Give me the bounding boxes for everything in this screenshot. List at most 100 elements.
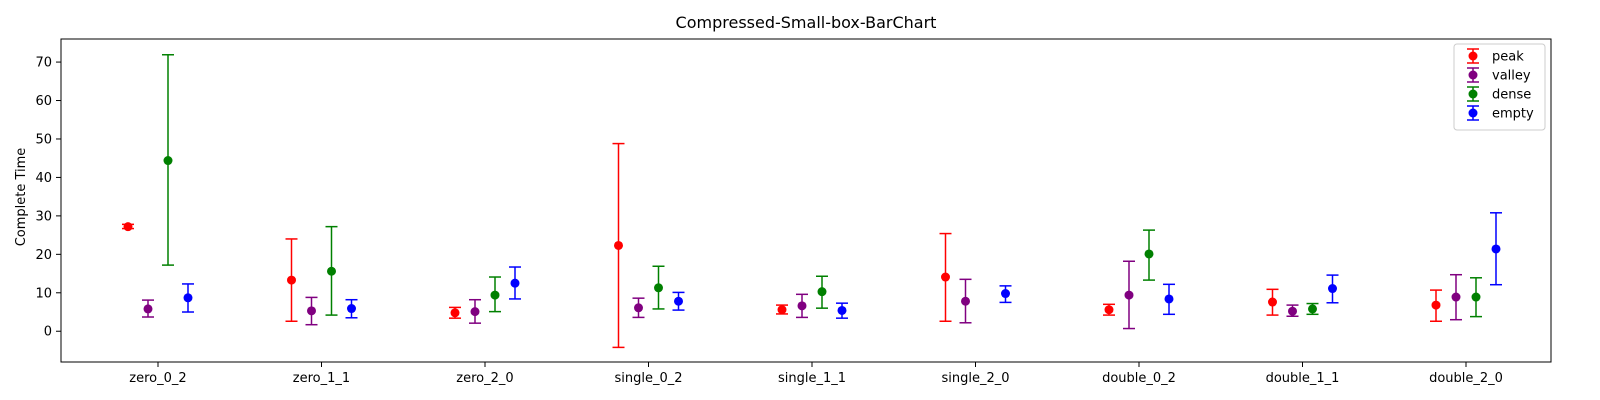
- legend-label: empty: [1492, 107, 1534, 122]
- x-tick-label-2: zero_2_0: [456, 371, 513, 386]
- data-point: [941, 272, 950, 282]
- chart-title: Compressed-Small-box-BarChart: [676, 13, 937, 32]
- data-point: [777, 305, 787, 315]
- y-tick-label-6: 60: [35, 94, 52, 109]
- errorbar-empty-zero_2_0: [509, 266, 521, 300]
- errorbar-empty-double_0_2: [1163, 283, 1175, 316]
- errorbar-peak-double_0_2: [1103, 303, 1115, 316]
- data-point: [654, 283, 663, 293]
- errorbar-dense-double_1_1: [1306, 302, 1319, 316]
- errorbar-dense-zero_0_2: [162, 54, 174, 266]
- data-point: [327, 266, 336, 276]
- errorbar-peak-double_2_0: [1430, 289, 1442, 322]
- data-point: [634, 303, 643, 313]
- data-point: [1001, 289, 1010, 299]
- legend-item-valley: valley: [1467, 67, 1531, 84]
- errorbar-peak-single_2_0: [939, 232, 952, 322]
- y-tick-label-5: 50: [35, 132, 52, 147]
- data-point: [1268, 297, 1277, 307]
- y-tick-label-7: 70: [35, 56, 52, 71]
- errorbar-empty-single_0_2: [672, 291, 685, 311]
- errorbar-dense-zero_2_0: [489, 276, 501, 313]
- data-point: [510, 278, 520, 288]
- data-point: [490, 290, 500, 300]
- errorbar-dense-single_0_2: [652, 265, 665, 310]
- data-point: [837, 305, 847, 315]
- data-point: [287, 275, 296, 285]
- errorbar-valley-double_0_2: [1123, 260, 1135, 330]
- x-tick-label-8: double_2_0: [1429, 371, 1503, 386]
- x-tick-label-1: zero_1_1: [293, 371, 350, 386]
- errorbar-peak-zero_0_2: [122, 222, 134, 232]
- y-tick-label-2: 20: [35, 248, 52, 263]
- legend-marker-point: [1468, 89, 1478, 99]
- legend-box: [1453, 43, 1546, 131]
- errorbar-valley-zero_0_2: [142, 299, 154, 318]
- errorbar-empty-double_1_1: [1326, 274, 1339, 304]
- errorbar-dense-double_2_0: [1470, 277, 1482, 318]
- data-point: [817, 287, 827, 297]
- legend: peak valley dense empty: [1453, 43, 1546, 131]
- errorbar-valley-single_2_0: [959, 278, 972, 324]
- data-point: [1471, 292, 1481, 302]
- errorbar-empty-zero_0_2: [182, 283, 194, 313]
- y-axis-label: Complete Time: [14, 148, 29, 247]
- legend-label: valley: [1492, 69, 1531, 84]
- legend-item-dense: dense: [1467, 86, 1531, 103]
- data-point: [1144, 249, 1154, 259]
- legend-label: dense: [1492, 88, 1531, 103]
- errorbar-valley-zero_2_0: [469, 298, 481, 324]
- errorbar-peak-single_0_2: [612, 142, 625, 349]
- x-tick-label-3: single_0_2: [614, 371, 682, 386]
- data-point: [347, 304, 356, 314]
- errorbar-dense-zero_1_1: [325, 225, 338, 316]
- data-point: [1288, 306, 1297, 316]
- legend-item-peak: peak: [1467, 48, 1524, 65]
- plot-frame: [60, 38, 1552, 363]
- errorbar-empty-double_2_0: [1490, 212, 1502, 286]
- legend-marker-point: [1468, 70, 1478, 80]
- data-point: [470, 307, 480, 317]
- data-point: [1308, 304, 1317, 314]
- legend-marker-point: [1468, 51, 1478, 61]
- legend-label: peak: [1492, 50, 1524, 65]
- errorbar-peak-zero_1_1: [285, 238, 298, 322]
- errorbar-valley-single_0_2: [632, 297, 645, 319]
- y-tick-label-3: 30: [35, 209, 52, 224]
- y-tick-label-0: 0: [44, 325, 52, 340]
- errorbar-peak-single_1_1: [776, 304, 788, 315]
- data-point: [1328, 284, 1337, 294]
- data-point: [1451, 292, 1461, 302]
- data-point: [1431, 300, 1441, 310]
- errorbar-valley-zero_1_1: [305, 296, 318, 326]
- data-point: [1164, 294, 1174, 304]
- plot-area: 0 10 20 30 40 50 60 70 zero_0_2 zero_1_1 zero_2_0 s…: [35, 54, 1503, 386]
- x-tick-label-4: single_1_1: [778, 371, 846, 386]
- data-point: [1104, 305, 1114, 315]
- x-tick-label-7: double_1_1: [1266, 371, 1340, 386]
- y-tick-label-1: 10: [35, 286, 52, 301]
- errorbar-dense-single_1_1: [816, 275, 828, 309]
- data-point: [123, 222, 133, 232]
- data-point: [614, 240, 623, 250]
- errorbar-empty-single_2_0: [999, 285, 1012, 304]
- data-point: [163, 156, 173, 166]
- x-tick-label-5: single_2_0: [941, 371, 1009, 386]
- data-point: [307, 306, 316, 316]
- data-point: [450, 308, 460, 318]
- errorbar-dense-double_0_2: [1143, 229, 1155, 281]
- errorbar-empty-zero_1_1: [345, 298, 358, 319]
- data-point: [1124, 290, 1134, 300]
- data-point: [674, 296, 683, 306]
- data-point: [143, 304, 153, 314]
- errorbar-valley-double_1_1: [1286, 304, 1299, 317]
- y-tick-label-4: 40: [35, 171, 52, 186]
- legend-marker-point: [1468, 108, 1478, 118]
- errorbar-peak-zero_2_0: [449, 306, 461, 319]
- errorbar-valley-double_2_0: [1450, 273, 1462, 321]
- x-tick-label-0: zero_0_2: [129, 371, 186, 386]
- errorbar-peak-double_1_1: [1266, 288, 1279, 316]
- data-point: [183, 293, 193, 303]
- errorbar-valley-single_1_1: [796, 293, 808, 319]
